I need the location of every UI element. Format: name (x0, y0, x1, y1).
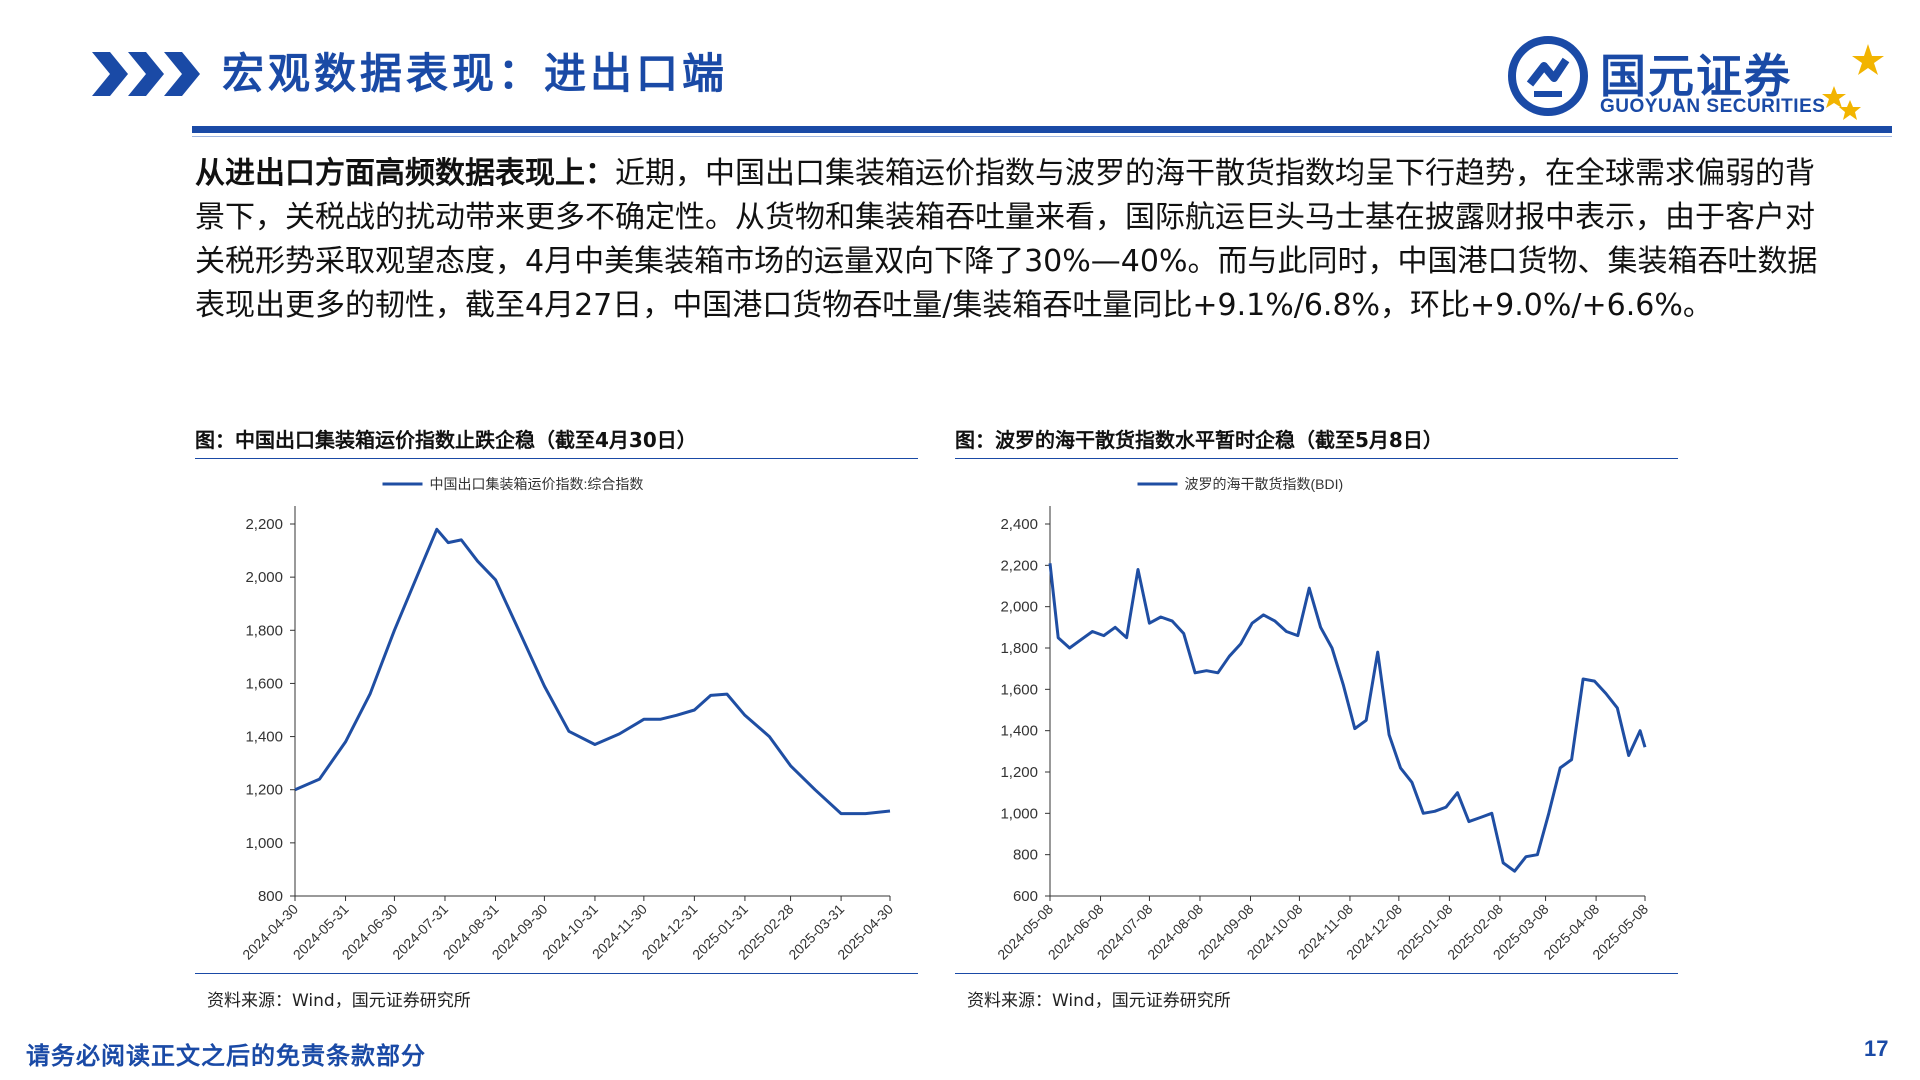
y-tick-label: 1,200 (1000, 764, 1038, 781)
logo-english-name: GUOYUAN SECURITIES (1600, 96, 1826, 117)
chevron-arrows-icon (92, 52, 200, 96)
chart-title-right: 图：波罗的海干散货指数水平暂时企稳（截至5月8日） (955, 428, 1443, 452)
legend: 中国出口集装箱运价指数:综合指数 (382, 476, 644, 492)
y-tick-label: 1,800 (245, 622, 283, 639)
chart-ccfi: 8001,0001,2001,4001,6001,8002,0002,20020… (239, 476, 896, 963)
chart-panel-right: 图：波罗的海干散货指数水平暂时企稳（截至5月8日） 600 800 1,000 1,2… (955, 424, 1680, 1014)
y-tick-label: 800 (1013, 847, 1038, 864)
guoyuan-logo-icon (1508, 36, 1588, 116)
chart-title-left: 图：中国出口集装箱运价指数止跌企稳（截至4月30日） (195, 428, 697, 452)
y-tick-label: 800 (258, 888, 283, 905)
chart-bdi: 600 800 1,000 1,200 1,400 1,600 1,800 2,000 2,20… (994, 476, 1651, 963)
series-line (1048, 563, 1647, 873)
summary-text: 近期，中国出口集装箱运价指数与波罗的海干散货指数均呈下行趋势，在全球需求偏弱的背… (195, 156, 1818, 323)
y-tick-label: 2,200 (245, 516, 283, 533)
chart-source-left: 资料来源：Wind，国元证券研究所 (207, 991, 471, 1011)
y-tick-label: 1,000 (1000, 805, 1038, 822)
y-tick-label: 1,200 (245, 782, 283, 799)
header-divider (192, 126, 1892, 133)
y-tick-label: 1,600 (245, 675, 283, 692)
chart-source-right: 资料来源：Wind，国元证券研究所 (967, 991, 1231, 1011)
legend-label: 中国出口集装箱运价指数:综合指数 (430, 476, 644, 492)
y-tick-label: 2,000 (1000, 599, 1038, 616)
y-tick-label: 1,800 (1000, 640, 1038, 657)
y-tick-label: 2,200 (1000, 557, 1038, 574)
chart-rule-top-right (955, 458, 1678, 459)
chart-rule-bottom-right (955, 973, 1678, 974)
y-tick-label: 1,600 (1000, 681, 1038, 698)
stars-icon (1822, 44, 1884, 120)
header-divider-thin (192, 136, 1892, 137)
y-tick-label: 2,400 (1000, 516, 1038, 533)
legend: 波罗的海干散货指数(BDI) (1137, 476, 1344, 492)
company-logo: 国元证券 GUOYUAN SECURITIES (1500, 28, 1900, 128)
y-tick-label: 1,000 (245, 835, 283, 852)
y-tick-label: 1,400 (245, 729, 283, 746)
logo-chinese-name: 国元证券 (1600, 49, 1792, 103)
slide-title: 宏观数据表现：进出口端 (222, 49, 729, 98)
series-line (294, 527, 891, 816)
legend-label: 波罗的海干散货指数(BDI) (1185, 476, 1344, 492)
y-tick-label: 1,400 (1000, 723, 1038, 740)
summary-lead: 从进出口方面高频数据表现上： (195, 156, 615, 191)
page-number: 17 (1864, 1036, 1889, 1061)
y-tick-label: 2,000 (245, 569, 283, 586)
chart-rule-top-left (195, 458, 918, 459)
chart-rule-bottom-left (195, 973, 918, 974)
y-tick-label: 600 (1013, 888, 1038, 905)
disclaimer-note: 请务必阅读正文之后的免责条款部分 (26, 1042, 426, 1070)
chart-panel-left: 图：中国出口集装箱运价指数止跌企稳（截至4月30日） 800 1,000 1,200… (195, 424, 920, 1014)
summary-paragraph: 从进出口方面高频数据表现上：近期，中国出口集装箱运价指数与波罗的海干散货指数均呈… (195, 152, 1835, 328)
